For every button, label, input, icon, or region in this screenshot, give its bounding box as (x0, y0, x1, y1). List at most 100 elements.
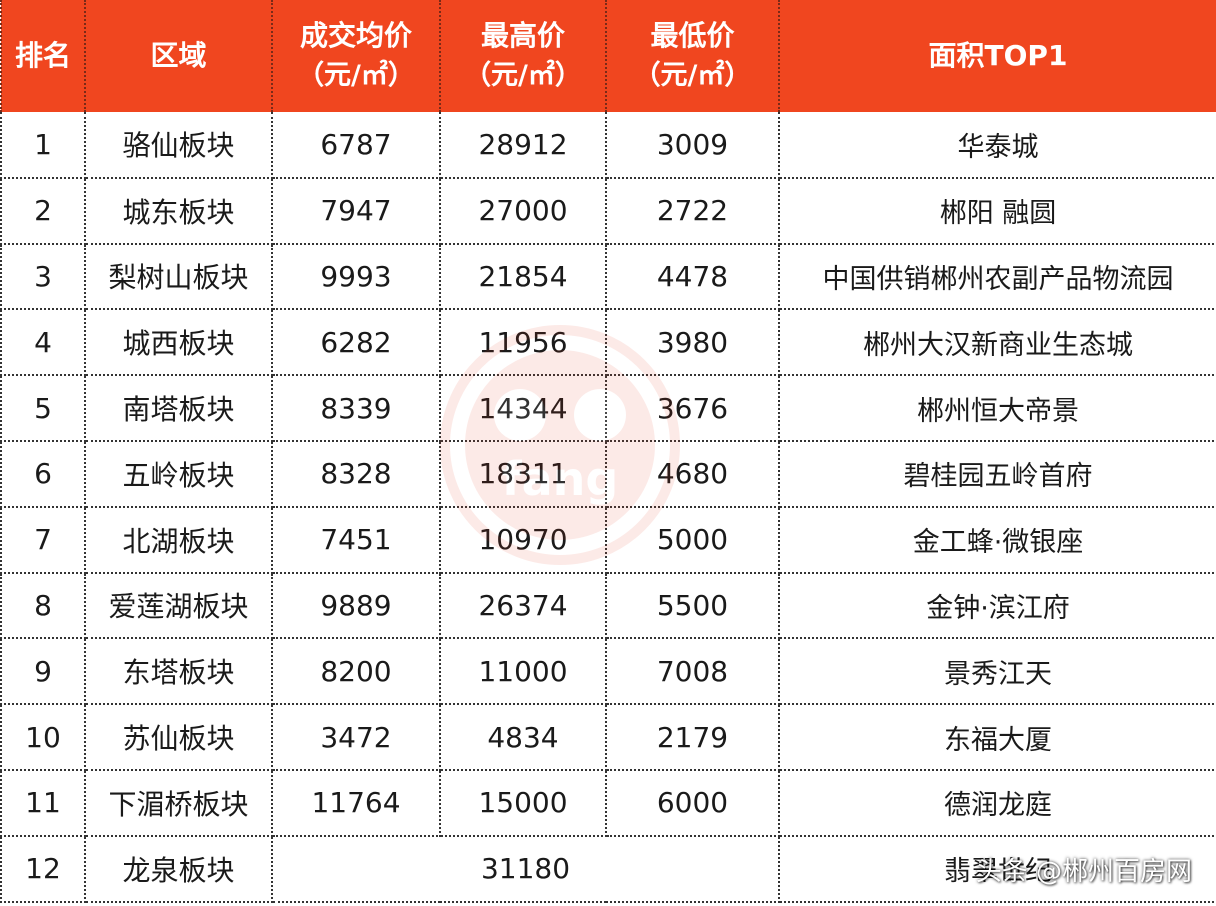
cell-area: 骆仙板块 (85, 112, 273, 179)
table-row: 4 城西板块 6282 11956 3980 郴州大汉新商业生态城 (0, 309, 1216, 377)
cell-min-price: 7008 (606, 638, 780, 706)
header-avg-price-label: 成交均价 (299, 19, 412, 52)
cell-max-price: 15000 (440, 769, 607, 837)
header-avg-price: 成交均价 （元/㎡） (272, 0, 441, 112)
cell-max-price: 11956 (440, 309, 607, 377)
cell-min-price: 3676 (606, 375, 780, 442)
cell-area: 城东板块 (85, 177, 273, 245)
cell-top1: 金钟·滨江府 (779, 572, 1216, 640)
header-area-top1-label: 面积TOP1 (928, 39, 1068, 72)
cell-rank: 7 (0, 506, 86, 574)
table-row: 9 东塔板块 8200 11000 7008 景秀江天 (0, 638, 1216, 706)
cell-rank: 2 (0, 177, 86, 245)
cell-avg-price: 7947 (272, 177, 441, 245)
header-area: 区域 (85, 0, 273, 112)
header-min-price-label: 最低价 (650, 19, 735, 52)
cell-rank: 12 (0, 835, 86, 903)
cell-top1: 中国供销郴州农副产品物流园 (779, 243, 1216, 311)
cell-area: 城西板块 (85, 309, 273, 377)
cell-min-price: 2722 (606, 177, 780, 245)
table-row: 5 南塔板块 8339 14344 3676 郴州恒大帝景 (0, 375, 1216, 442)
table-row-last: 12 龙泉板块 31180 翡翠世纪 (0, 835, 1216, 903)
cell-top1: 郴州大汉新商业生态城 (779, 309, 1216, 377)
table-row: 7 北湖板块 7451 10970 5000 金工蜂·微银座 (0, 506, 1216, 574)
cell-max-price: 28912 (440, 112, 607, 179)
cell-rank: 1 (0, 112, 86, 179)
cell-avg-price: 7451 (272, 506, 441, 574)
cell-top1: 景秀江天 (779, 638, 1216, 706)
table-row: 10 苏仙板块 3472 4834 2179 东福大厦 (0, 704, 1216, 771)
cell-top1: 翡翠世纪 (779, 835, 1216, 903)
cell-max-price: 18311 (440, 440, 607, 508)
table-row: 1 骆仙板块 6787 28912 3009 华泰城 (0, 112, 1216, 179)
cell-avg-price: 8328 (272, 440, 441, 508)
header-rank-label: 排名 (14, 39, 71, 72)
cell-rank: 11 (0, 769, 86, 837)
table-body: 1 骆仙板块 6787 28912 3009 华泰城 2 城东板块 7947 27000 2722 郴… (0, 112, 1216, 903)
cell-max-price: 14344 (440, 375, 607, 442)
cell-min-price: 3009 (606, 112, 780, 179)
credit-watermark: 头条 @郴州百房网 (975, 857, 1192, 887)
cell-avg-price: 9993 (272, 243, 441, 311)
header-max-price: 最高价 （元/㎡） (440, 0, 607, 112)
cell-top1: 郴阳 融圆 (779, 177, 1216, 245)
cell-max-price: 27000 (440, 177, 607, 245)
cell-avg-price: 6787 (272, 112, 441, 179)
cell-top1: 华泰城 (779, 112, 1216, 179)
cell-rank: 10 (0, 704, 86, 771)
cell-max-price: 10970 (440, 506, 607, 574)
cell-min-price: 6000 (606, 769, 780, 837)
header-max-price-unit: （元/㎡） (464, 60, 582, 91)
cell-area: 爱莲湖板块 (85, 572, 273, 640)
cell-merged-price: 31180 (272, 835, 780, 903)
cell-area: 南塔板块 (85, 375, 273, 442)
cell-avg-price: 8200 (272, 638, 441, 706)
cell-max-price: 26374 (440, 572, 607, 640)
cell-area: 北湖板块 (85, 506, 273, 574)
header-min-price: 最低价 （元/㎡） (606, 0, 780, 112)
cell-avg-price: 11764 (272, 769, 441, 837)
cell-min-price: 5000 (606, 506, 780, 574)
cell-max-price: 21854 (440, 243, 607, 311)
header-rank: 排名 (0, 0, 86, 112)
cell-min-price: 5500 (606, 572, 780, 640)
cell-avg-price: 6282 (272, 309, 441, 377)
cell-area: 梨树山板块 (85, 243, 273, 311)
cell-area: 五岭板块 (85, 440, 273, 508)
cell-rank: 4 (0, 309, 86, 377)
cell-area: 龙泉板块 (85, 835, 273, 903)
cell-rank: 3 (0, 243, 86, 311)
cell-min-price: 4680 (606, 440, 780, 508)
cell-top1: 东福大厦 (779, 704, 1216, 771)
cell-avg-price: 3472 (272, 704, 441, 771)
cell-area: 东塔板块 (85, 638, 273, 706)
cell-rank: 5 (0, 375, 86, 442)
table-row: 3 梨树山板块 9993 21854 4478 中国供销郴州农副产品物流园 (0, 243, 1216, 311)
header-max-price-label: 最高价 (480, 19, 565, 52)
table-header-row: 排名 区域 成交均价 （元/㎡） 最高价 （元/㎡） 最低价 （元/㎡） (0, 0, 1216, 112)
cell-top1: 郴州恒大帝景 (779, 375, 1216, 442)
table-row: 6 五岭板块 8328 18311 4680 碧桂园五岭首府 (0, 440, 1216, 508)
cell-area: 下湄桥板块 (85, 769, 273, 837)
cell-min-price: 4478 (606, 243, 780, 311)
cell-max-price: 11000 (440, 638, 607, 706)
cell-avg-price: 8339 (272, 375, 441, 442)
cell-area: 苏仙板块 (85, 704, 273, 771)
header-avg-price-unit: （元/㎡） (297, 60, 415, 91)
cell-rank: 8 (0, 572, 86, 640)
cell-avg-price: 9889 (272, 572, 441, 640)
header-area-top1: 面积TOP1 (779, 0, 1216, 112)
header-min-price-unit: （元/㎡） (633, 60, 752, 91)
table-row: 2 城东板块 7947 27000 2722 郴阳 融圆 (0, 177, 1216, 245)
cell-min-price: 3980 (606, 309, 780, 377)
cell-top1: 金工蜂·微银座 (779, 506, 1216, 574)
table-row: 11 下湄桥板块 11764 15000 6000 德润龙庭 (0, 769, 1216, 837)
cell-min-price: 2179 (606, 704, 780, 771)
cell-rank: 9 (0, 638, 86, 706)
header-area-label: 区域 (150, 39, 207, 72)
table-row: 8 爱莲湖板块 9889 26374 5500 金钟·滨江府 (0, 572, 1216, 640)
cell-top1: 碧桂园五岭首府 (779, 440, 1216, 508)
cell-rank: 6 (0, 440, 86, 508)
